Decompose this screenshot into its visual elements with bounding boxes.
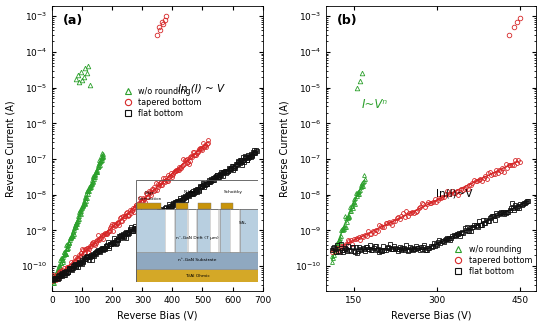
Text: I~Vⁿ: I~Vⁿ [362, 98, 388, 111]
Text: (b): (b) [337, 14, 358, 27]
Legend: w/o rounding, tapered bottom, flat bottom: w/o rounding, tapered bottom, flat botto… [119, 87, 202, 118]
Legend: w/o rounding, tapered bottom, flat bottom: w/o rounding, tapered bottom, flat botto… [450, 244, 532, 275]
Y-axis label: Reverse Current (A): Reverse Current (A) [280, 100, 289, 197]
Text: ln (I) ~ V: ln (I) ~ V [178, 83, 224, 93]
X-axis label: Reverse Bias (V): Reverse Bias (V) [117, 310, 198, 320]
Text: ln(I)~V: ln(I)~V [436, 189, 472, 199]
Y-axis label: Reverse Current (A): Reverse Current (A) [5, 100, 16, 197]
X-axis label: Reverse Bias (V): Reverse Bias (V) [391, 310, 472, 320]
Text: (a): (a) [63, 14, 83, 27]
